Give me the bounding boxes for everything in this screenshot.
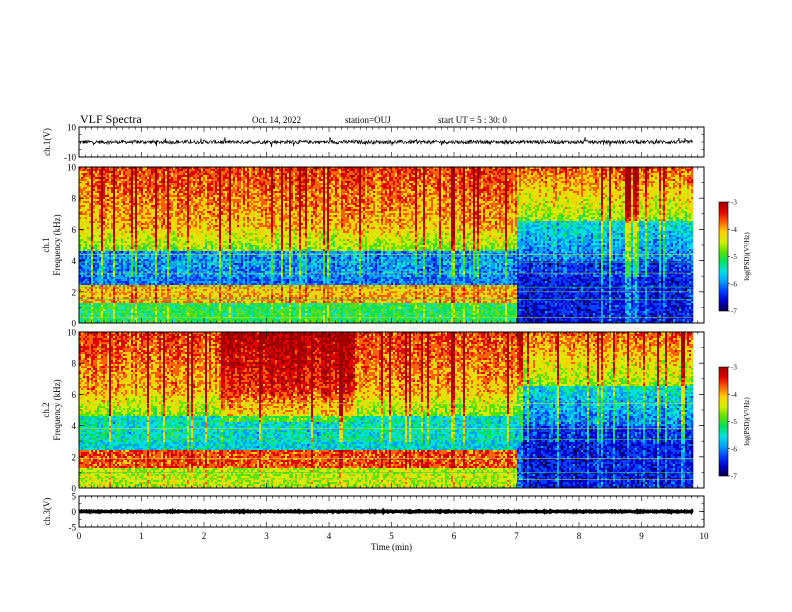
ch2-spectrogram-colorbar (719, 367, 728, 476)
x-tick-label: 4 (327, 531, 332, 541)
ch2-spectrogram-ylabel: Frequency (kHz) (52, 379, 62, 440)
x-axis-label: Time (min) (371, 542, 412, 552)
ch1-spectrogram-colorbar-tick-label: -3 (731, 199, 737, 207)
x-tick-label: 8 (577, 531, 582, 541)
ch1-waveform-ytick-label: -10 (64, 153, 76, 163)
ch1-spectrogram-ytick-label: 4 (72, 256, 77, 266)
ch2-spectrogram-colorbar-tick-label: -4 (731, 391, 737, 399)
ch3-waveform-line (79, 511, 693, 512)
ch1-spectrogram-colorbar-tick-label: -6 (731, 280, 737, 288)
ch3-waveform-ytick-label: 5 (72, 492, 77, 502)
ch1-waveform-line (79, 137, 693, 147)
ch2-spectrogram-ytick-label: 4 (72, 421, 77, 431)
x-tick-label: 5 (389, 531, 394, 541)
x-tick-label: 10 (700, 531, 710, 541)
ch1-spectrogram-colorbar-label: log(PSD)(V²/Hz) (743, 232, 751, 281)
ch2-spectrogram-ytick-label: 2 (72, 452, 77, 462)
x-tick-label: 3 (264, 531, 269, 541)
x-tick-label: 6 (452, 531, 457, 541)
ch2-spectrogram-colorbar-tick-label: -7 (731, 473, 737, 481)
ch1-spectrogram-colorbar-tick-label: -7 (731, 308, 737, 316)
ch1-spectrogram-colorbar-tick-label: -5 (731, 253, 737, 261)
ch2-spectrogram-ytick-label: 6 (72, 390, 77, 400)
ch2-spectrogram-channel-label: ch.2 (41, 402, 51, 417)
x-tick-label: 0 (77, 531, 82, 541)
ch1-waveform-ylabel: ch.1(V) (42, 128, 52, 156)
x-tick-label: 1 (139, 531, 144, 541)
ch2-spectrogram-colorbar-tick-label: -5 (731, 418, 737, 426)
ch1-spectrogram-ytick-label: 2 (72, 287, 77, 297)
ch3-waveform-ylabel: ch.3(V) (42, 498, 52, 526)
ch2-spectrogram-cells (79, 332, 693, 488)
ch1-spectrogram-colorbar (719, 202, 728, 311)
x-tick-label: 7 (514, 531, 519, 541)
ch3-waveform-ytick-label: -5 (69, 523, 77, 533)
ch1-spectrogram-ytick-label: 8 (72, 194, 77, 204)
ch2-spectrogram-colorbar-tick-label: -6 (731, 445, 737, 453)
ch1-spectrogram-colorbar-tick-label: -4 (731, 226, 737, 234)
ch1-spectrogram-ytick-label: 6 (72, 225, 77, 235)
ch2-spectrogram-ytick-label: 10 (67, 328, 77, 338)
ch3-waveform-ytick-label: 0 (72, 507, 77, 517)
ch1-spectrogram-ytick-label: 10 (67, 163, 77, 173)
ch1-spectrogram-ylabel: Frequency (kHz) (52, 214, 62, 275)
x-tick-label: 2 (202, 531, 207, 541)
ch1-waveform-ytick-label: 10 (67, 123, 77, 133)
ch2-spectrogram-colorbar-tick-label: -3 (731, 364, 737, 372)
x-tick-label: 9 (639, 531, 644, 541)
ch2-spectrogram-ytick-label: 8 (72, 359, 77, 369)
ch1-spectrogram-channel-label: ch.1 (41, 237, 51, 252)
ch2-spectrogram-colorbar-label: log(PSD)(V²/Hz) (743, 397, 751, 446)
